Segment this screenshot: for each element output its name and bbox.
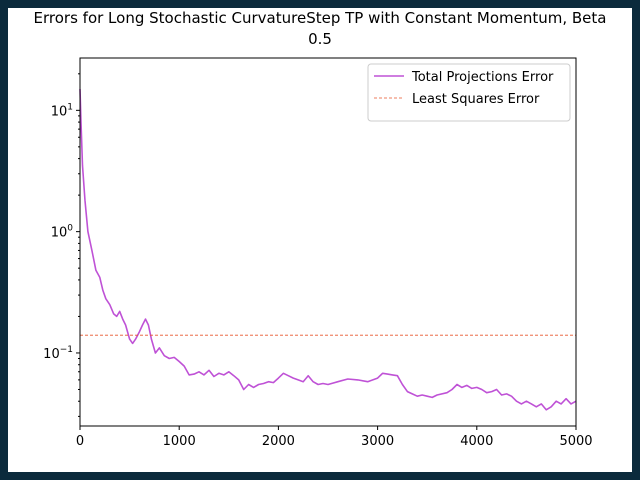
y-tick-label: 101: [51, 102, 73, 119]
x-tick-label: 0: [76, 434, 84, 449]
chart: Errors for Long Stochastic CurvatureStep…: [34, 9, 607, 449]
x-tick-label: 2000: [262, 434, 295, 449]
y-tick-label: 10−1: [43, 345, 73, 362]
x-tick-label: 3000: [361, 434, 394, 449]
chart-title-line1: Errors for Long Stochastic CurvatureStep…: [34, 9, 607, 27]
legend: Total Projections Error Least Squares Er…: [367, 63, 571, 122]
y-tick-label: 100: [51, 224, 74, 241]
chart-title-line2: 0.5: [308, 30, 332, 48]
legend-label-total-projections-error: Total Projections Error: [411, 70, 554, 85]
figure: Errors for Long Stochastic CurvatureStep…: [8, 8, 632, 472]
x-tick-label: 5000: [559, 434, 592, 449]
x-tick-label: 4000: [460, 434, 493, 449]
series-line-total-projections-error: [79, 88, 577, 411]
plot-frame: [79, 57, 577, 427]
legend-label-least-squares-error: Least Squares Error: [412, 92, 540, 107]
series-layer: [79, 88, 577, 411]
ticks-layer: 0 1000 2000 3000 4000 5000 101 100 10−1: [43, 73, 593, 449]
legend-box: [367, 63, 571, 122]
x-tick-label: 1000: [163, 434, 196, 449]
